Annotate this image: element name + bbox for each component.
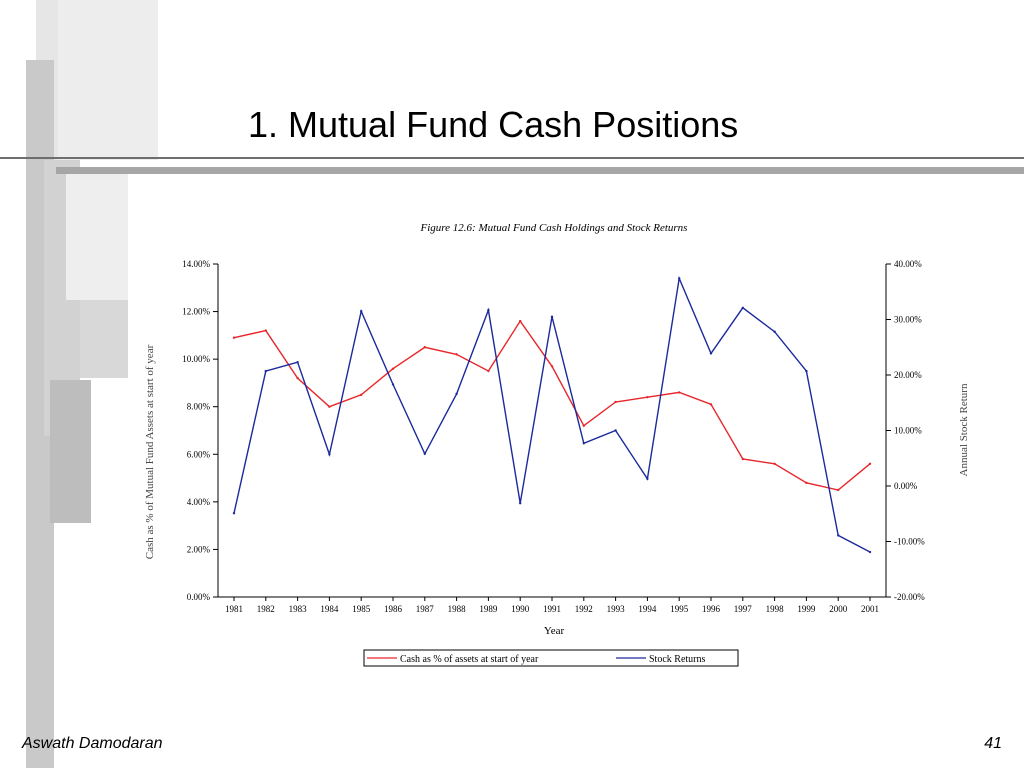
chart-title: Figure 12.6: Mutual Fund Cash Holdings a… (420, 222, 688, 234)
x-tick-label: 1988 (448, 604, 467, 614)
y-axis-left-title: Cash as % of Mutual Fund Assets at start… (144, 344, 156, 559)
data-point-returns (709, 352, 713, 355)
data-point-cash (678, 391, 681, 394)
decor-bar-light (66, 174, 128, 300)
title-rule (0, 157, 1024, 159)
data-point-returns (391, 383, 395, 386)
data-point-returns (264, 369, 267, 373)
data-point-returns (837, 534, 840, 537)
y-left-tick-label: 14.00% (182, 259, 210, 269)
data-point-cash (741, 457, 744, 461)
decor-bar-mid (80, 300, 128, 378)
data-point-cash (582, 424, 585, 427)
x-tick-label: 1985 (352, 604, 371, 614)
y-left-tick-label: 8.00% (187, 402, 211, 412)
data-point-cash (646, 396, 649, 399)
title-rule-shadow (56, 167, 1024, 174)
data-point-cash (837, 488, 840, 492)
x-tick-label: 1986 (384, 604, 403, 614)
data-point-returns (646, 477, 649, 480)
y-right-tick-label: 0.00% (894, 481, 918, 491)
data-point-returns (423, 452, 426, 456)
footer-author: Aswath Damodaran (22, 735, 163, 752)
data-point-cash (232, 336, 236, 339)
legend-box (363, 649, 739, 667)
data-point-cash (423, 346, 426, 349)
y-left-tick-label: 6.00% (187, 449, 211, 459)
legend: Cash as % of assets at start of year Sto… (363, 649, 739, 667)
x-tick-label: 1983 (289, 604, 308, 614)
data-point-returns (868, 550, 872, 554)
data-point-returns (773, 330, 776, 333)
y-right-tick-label: -20.00% (894, 592, 925, 602)
chart-panel: Figure 12.6: Mutual Fund Cash Holdings a… (129, 207, 991, 677)
x-tick-label: 1990 (511, 604, 530, 614)
y-left-tick-label: 10.00% (182, 354, 210, 364)
x-tick-label: 1999 (797, 604, 816, 614)
y-right-tick-label: 20.00% (894, 370, 922, 380)
y-right-tick-label: 10.00% (894, 426, 922, 436)
legend-label-cash: Cash as % of assets at start of year (400, 654, 539, 665)
series-line-returns (233, 275, 871, 553)
data-point-returns (614, 429, 617, 432)
data-point-returns (519, 502, 522, 505)
y-right-tick-label: 40.00% (894, 259, 922, 269)
data-point-cash (709, 403, 713, 406)
x-tick-label: 1995 (670, 604, 689, 614)
x-axis-title: Year (544, 625, 565, 637)
data-point-returns (487, 308, 490, 312)
data-point-returns (328, 453, 331, 456)
data-point-cash (296, 376, 299, 380)
y-left-tick-label: 4.00% (187, 497, 211, 507)
decor-bar-dark (50, 380, 91, 523)
x-tick-label: 1994 (638, 604, 657, 614)
data-point-returns (232, 511, 236, 515)
decor-bar-light (58, 0, 158, 160)
data-point-cash (519, 319, 522, 323)
data-point-cash (455, 353, 458, 356)
data-point-cash (550, 365, 554, 368)
x-tick-label: 1987 (416, 604, 435, 614)
data-point-cash (805, 481, 808, 485)
data-point-cash (264, 329, 267, 332)
x-tick-label: 1992 (575, 604, 593, 614)
data-point-cash (360, 393, 363, 397)
legend-label-returns: Stock Returns (649, 654, 705, 665)
x-tick-label: 1982 (257, 604, 275, 614)
data-point-returns (582, 442, 585, 445)
x-tick-label: 1998 (766, 604, 785, 614)
x-tick-label: 2001 (861, 604, 879, 614)
y-axis-right-title: Annual Stock Return (958, 383, 970, 476)
data-point-returns (741, 306, 744, 310)
y-left-tick-label: 12.00% (182, 307, 210, 317)
x-tick-label: 1991 (543, 604, 561, 614)
data-point-cash (391, 367, 395, 370)
data-point-returns (805, 369, 808, 373)
x-tick-label: 1984 (320, 604, 339, 614)
y-left-tick-label: 0.00% (187, 592, 211, 602)
x-tick-label: 1997 (734, 604, 753, 614)
data-point-returns (550, 315, 554, 318)
data-point-returns (360, 309, 363, 313)
y-right-tick-label: 30.00% (894, 315, 922, 325)
x-tick-label: 1981 (225, 604, 243, 614)
cash-vs-returns-chart: Figure 12.6: Mutual Fund Cash Holdings a… (144, 222, 970, 667)
data-point-cash (868, 462, 872, 465)
y-right-tick-label: -10.00% (894, 537, 925, 547)
x-tick-label: 1996 (702, 604, 721, 614)
slide-title: 1. Mutual Fund Cash Positions (248, 104, 739, 145)
x-tick-label: 1993 (607, 604, 626, 614)
x-tick-label: 1989 (479, 604, 498, 614)
data-point-returns (455, 392, 458, 396)
data-point-returns (296, 361, 299, 364)
data-point-cash (487, 369, 490, 373)
data-point-cash (614, 400, 617, 404)
data-point-returns (678, 277, 681, 280)
data-point-cash (328, 405, 331, 408)
plot-layer: 0.00% 2.00% 4.00% 6.00% 8.00% 10.00% 12.00% 14.… (182, 259, 925, 614)
data-point-cash (773, 462, 776, 465)
y-left-tick-label: 2.00% (187, 544, 211, 554)
page-number: 41 (984, 735, 1002, 752)
x-tick-label: 2000 (829, 604, 848, 614)
